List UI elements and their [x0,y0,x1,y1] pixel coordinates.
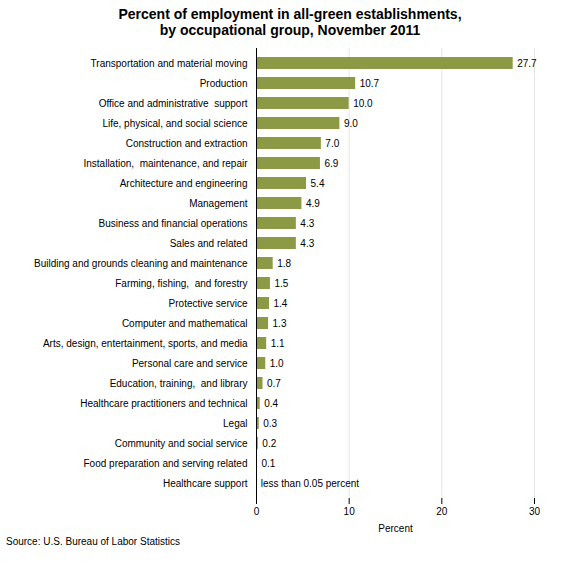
svg-text:0: 0 [254,506,260,517]
svg-text:Life, physical, and social sci: Life, physical, and social science [102,118,248,129]
svg-text:0.7: 0.7 [267,378,281,389]
svg-text:Community and social service: Community and social service [115,438,248,449]
svg-text:10.7: 10.7 [360,78,380,89]
svg-text:30: 30 [529,506,541,517]
svg-text:4.9: 4.9 [306,198,320,209]
svg-text:1.5: 1.5 [274,278,288,289]
svg-text:0.1: 0.1 [261,458,275,469]
svg-text:1.0: 1.0 [270,358,284,369]
svg-text:4.3: 4.3 [300,218,314,229]
svg-text:1.1: 1.1 [271,338,285,349]
svg-text:Farming, fishing, and forestr: Farming, fishing, and forestry [115,278,247,289]
svg-text:Education, training, and libr: Education, training, and library [110,378,248,389]
svg-text:Transportation and material mo: Transportation and material moving [91,58,248,69]
svg-text:9.0: 9.0 [344,118,358,129]
svg-text:Food preparation and serving r: Food preparation and serving related [84,458,248,469]
svg-text:Computer and mathematical: Computer and mathematical [122,318,248,329]
svg-text:Healthcare support: Healthcare support [163,478,248,489]
html-text:Percent of employment in all-g: Percent of employment in all-green estab… [118,6,462,38]
svg-text:Management: Management [189,198,248,209]
html-text:Source: U.S. Bureau of Labor S: Source: U.S. Bureau of Labor Statistics [6,536,180,547]
svg-text:7.0: 7.0 [325,138,339,149]
svg-text:Percent: Percent [378,523,413,534]
svg-text:0.4: 0.4 [264,398,278,409]
svg-text:5.4: 5.4 [311,178,325,189]
svg-text:Building and grounds cleaning: Building and grounds cleaning and mainte… [34,258,248,269]
svg-text:Arts, design, entertainment, s: Arts, design, entertainment, sports, and… [43,338,248,349]
svg-text:Installation, maintenance, an: Installation, maintenance, and repair [84,158,249,169]
svg-text:Personal care and service: Personal care and service [132,358,248,369]
svg-text:1.4: 1.4 [273,298,287,309]
svg-text:less than 0.05 percent: less than 0.05 percent [261,478,360,489]
svg-text:6.9: 6.9 [324,158,338,169]
svg-text:0.2: 0.2 [262,438,276,449]
svg-text:Construction and extraction: Construction and extraction [126,138,248,149]
svg-text:1.3: 1.3 [273,318,287,329]
svg-text:Protective service: Protective service [169,298,248,309]
svg-text:10: 10 [344,506,356,517]
svg-text:0.3: 0.3 [263,418,277,429]
svg-text:Legal: Legal [223,418,247,429]
svg-text:27.7: 27.7 [517,58,537,69]
svg-text:Sales and related: Sales and related [170,238,248,249]
svg-text:Architecture and engineering: Architecture and engineering [120,178,248,189]
svg-text:20: 20 [436,506,448,517]
svg-text:Healthcare practitioners and t: Healthcare practitioners and technical [80,398,247,409]
svg-text:Office and administrative sup: Office and administrative support [99,98,248,109]
svg-text:10.0: 10.0 [353,98,373,109]
svg-text:4.3: 4.3 [300,238,314,249]
svg-text:Production: Production [200,78,248,89]
svg-text:Business and financial operati: Business and financial operations [99,218,248,229]
svg-text:1.8: 1.8 [277,258,291,269]
